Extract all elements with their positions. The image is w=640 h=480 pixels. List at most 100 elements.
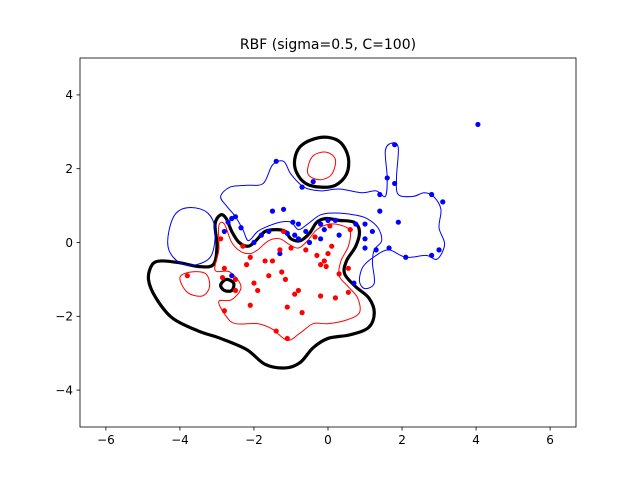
- red-point: [219, 274, 226, 281]
- blue-point: [318, 236, 324, 242]
- x-tick-label: 6: [546, 433, 554, 447]
- contour-line: [292, 135, 351, 189]
- x-tick-label: −4: [171, 433, 189, 447]
- blue-point: [303, 228, 309, 235]
- red-point: [303, 247, 309, 253]
- red-point: [347, 226, 353, 233]
- blue-point: [251, 239, 257, 246]
- y-tick-label: 4: [65, 88, 73, 102]
- red-point: [282, 276, 289, 282]
- contour-line: [214, 221, 361, 341]
- red-point: [345, 265, 351, 271]
- red-point: [325, 250, 331, 257]
- red-point: [251, 280, 257, 286]
- red-point: [292, 291, 298, 297]
- blue-point: [225, 219, 231, 225]
- blue-point: [332, 217, 338, 223]
- axes-frame: [79, 57, 577, 428]
- blue-point: [429, 191, 435, 198]
- blue-point: [299, 184, 305, 190]
- blue-point: [325, 217, 331, 223]
- red-point: [329, 243, 335, 249]
- red-point: [299, 310, 305, 316]
- blue-point: [395, 219, 401, 225]
- blue-point: [258, 232, 264, 238]
- red-point: [266, 273, 272, 279]
- contour-line: [219, 277, 236, 293]
- blue-point: [273, 158, 279, 164]
- red-point: [295, 287, 301, 294]
- blue-point: [269, 208, 276, 214]
- blue-point: [229, 273, 235, 279]
- contour-line: [179, 271, 211, 297]
- blue-point: [280, 206, 287, 212]
- red-point: [327, 223, 333, 229]
- blue-point: [362, 221, 368, 227]
- red-point: [247, 254, 253, 260]
- blue-point: [403, 254, 409, 260]
- blue-point: [440, 199, 446, 205]
- red-point: [312, 234, 318, 240]
- x-tick-label: 4: [472, 433, 480, 447]
- red-point: [232, 287, 239, 294]
- blue-point: [318, 221, 324, 227]
- red-point: [243, 262, 250, 268]
- contour-line: [306, 151, 337, 181]
- contour-line: [220, 142, 446, 290]
- blue-point: [362, 236, 368, 242]
- red-point: [318, 262, 324, 268]
- blue-point: [336, 232, 342, 238]
- red-point: [255, 287, 261, 294]
- red-point: [221, 265, 227, 271]
- red-point: [262, 258, 268, 264]
- red-point: [332, 295, 338, 301]
- x-tick-label: 2: [398, 433, 406, 447]
- red-point: [273, 328, 279, 334]
- red-point: [218, 236, 224, 242]
- y-tick-label: 0: [65, 236, 73, 250]
- red-point: [280, 228, 287, 235]
- blue-point: [362, 245, 368, 251]
- blue-point: [229, 215, 235, 222]
- red-point: [247, 302, 253, 308]
- blue-point: [292, 232, 298, 238]
- blue-point: [221, 228, 227, 235]
- contour-line: [146, 213, 376, 370]
- axes: −6 −4 −2 0 2 4 6 −4 −2 0 2 4: [55, 57, 577, 447]
- blue-point: [295, 221, 301, 227]
- y-tick-label: −2: [55, 310, 73, 324]
- blue-point: [266, 228, 272, 235]
- y-tick-label: −4: [55, 383, 73, 397]
- red-point: [284, 335, 290, 342]
- blue-point: [429, 252, 435, 259]
- red-point: [284, 304, 290, 310]
- x-tick-label: 0: [324, 433, 332, 447]
- red-point: [336, 271, 342, 277]
- red-point: [232, 276, 239, 282]
- blue-point: [351, 280, 357, 286]
- blue-point: [373, 247, 379, 253]
- red-point: [288, 245, 294, 251]
- blue-point: [238, 225, 244, 231]
- blue-point: [321, 226, 327, 233]
- x-tick-label: −6: [97, 433, 115, 447]
- blue-point: [369, 228, 376, 235]
- blue-point: [436, 247, 442, 253]
- red-point: [279, 269, 285, 275]
- blue-point: [386, 245, 392, 251]
- red-point: [323, 263, 329, 270]
- blue-point: [392, 142, 398, 148]
- red-point: [314, 252, 320, 259]
- red-point: [277, 247, 283, 253]
- blue-point: [290, 219, 296, 225]
- red-point: [269, 258, 276, 264]
- plot-area: [146, 121, 481, 370]
- blue-point: [295, 236, 301, 242]
- red-point: [240, 243, 246, 249]
- blue-point: [377, 191, 383, 198]
- blue-point: [392, 180, 398, 187]
- red-point: [184, 273, 190, 279]
- blue-point: [277, 250, 283, 257]
- red-point: [221, 308, 227, 314]
- blue-point: [384, 175, 390, 181]
